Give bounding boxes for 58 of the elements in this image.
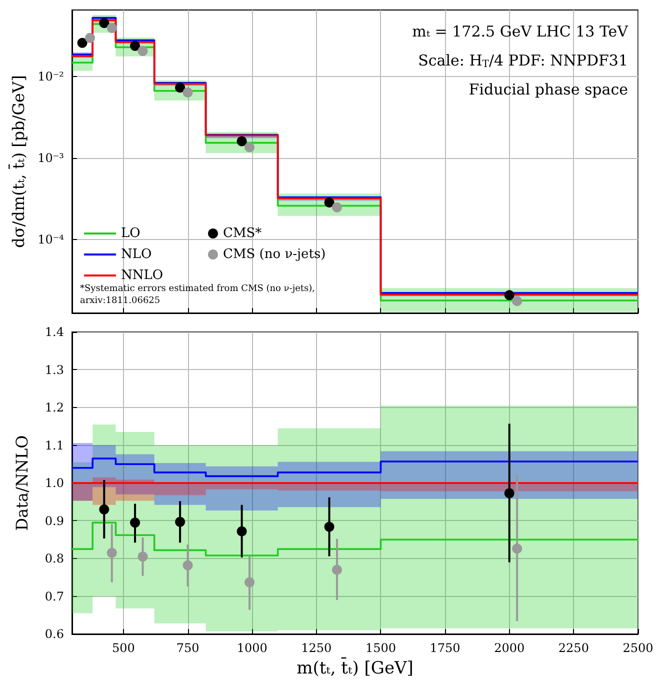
y-tick-label: 10⁻⁴ [38,232,64,246]
point [324,197,334,208]
y-tick-label: 0.7 [44,589,64,604]
legend-label: LO [121,226,140,241]
y-tick-label: 10⁻³ [38,151,64,166]
point [85,32,96,43]
annotation: Fiducial phase space [468,80,628,98]
point [332,202,342,212]
x-tick-label: 2250 [558,641,589,655]
point [236,526,247,536]
y-tick-label: 1.2 [44,400,64,414]
y-axis-title: dσ/dm(tₜ, t̄ₜ) [pb/GeV] [8,75,28,248]
x-tick-label: 2500 [622,641,654,655]
y-tick-label: 1.3 [44,362,64,377]
point [182,560,193,570]
point [99,504,110,514]
point [512,544,522,554]
point [332,564,342,575]
point [106,548,117,558]
point [504,488,514,498]
x-tick-label: 500 [112,641,135,655]
legend-label: CMS (no ν-jets) [223,247,326,262]
x-tick-label: 1000 [236,641,268,655]
y-tick-label: 0.9 [44,514,64,528]
y-tick-label: 0.6 [44,627,64,641]
y-tick-label: 10⁻² [38,70,64,84]
point [512,296,522,306]
point [138,552,148,562]
point [244,577,255,588]
point [99,18,110,28]
point [504,290,514,300]
y-tick-label: 0.8 [44,552,64,566]
point [77,38,88,48]
x-axis-title: m(tₜ, t̄ₜ) [GeV] [296,656,414,678]
point [138,46,148,56]
point [236,136,247,146]
point [130,518,140,528]
annotation: mₜ = 172.5 GeV LHC 13 TeV [412,22,630,40]
point [175,516,186,527]
legend-label: CMS* [223,226,262,241]
y-tick-label: 1.1 [44,438,64,452]
point [106,23,117,34]
x-tick-label: 2000 [494,641,525,655]
legend-label: NLO [121,247,152,262]
legend-label: NNLO [121,268,164,283]
point [130,40,140,51]
y-tick-label: 1.0 [44,476,64,490]
x-tick-label: 1750 [430,641,460,655]
y-tick-label: 1.4 [44,325,64,339]
point [182,87,193,98]
annotation: *Systematic errors estimated from CMS (no ν-jets), arxiv:1811.06625 [80,284,318,306]
y-axis-title: Data/NNLO [12,435,32,531]
x-tick-label: 1250 [301,641,332,655]
point [324,522,334,532]
x-tick-label: 750 [176,641,200,655]
point [244,142,255,152]
x-tick-label: 1500 [365,641,396,655]
point [175,82,186,93]
